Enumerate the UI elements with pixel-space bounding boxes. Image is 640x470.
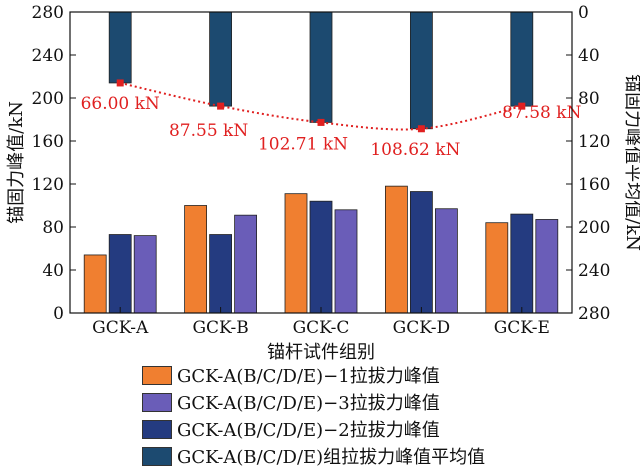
y-tick-label: 280 (32, 3, 64, 23)
y-tick-label: 120 (32, 175, 64, 195)
axes-layer: 0 40 80 120 160 200 240 280 0 40 80 120 160 200 240 280… (32, 3, 611, 338)
legend-swatch (142, 365, 172, 385)
y-right-tick-label: 200 (578, 218, 610, 238)
avg-value-label: 108.62 kN (370, 140, 460, 160)
y-tick-label: 160 (32, 132, 64, 152)
x-axis-title: 锚杆试件组别 (267, 342, 375, 363)
bar-series-2-GCK-C (334, 209, 358, 314)
y-right-tick-label: 280 (578, 304, 610, 324)
y-right-tick-label: 80 (578, 89, 600, 109)
y-tick-label: 200 (32, 89, 64, 109)
avg-point-GCK-D (417, 125, 425, 133)
bar-series-3-GCK-E (510, 213, 534, 314)
legend-swatch (142, 446, 172, 466)
legend-swatch (142, 392, 172, 412)
bar-series-2-GCK-A (133, 235, 157, 314)
bar-series-1-GCK-B (184, 205, 208, 314)
y-tick-label: 0 (53, 304, 64, 324)
legend-label: GCK-A(B/C/D/E)−1拉拔力峰值 (177, 366, 440, 387)
y-axis-right-title: 锚固力峰值平均值/kN (622, 74, 640, 251)
bar-series-1-GCK-D (384, 185, 408, 314)
average-layer: 66.00 kN 87.55 kN 102.71 kN 108.62 kN 87.58 … (81, 79, 582, 160)
bar-series-1-GCK-C (284, 193, 308, 314)
legend: GCK-A(B/C/D/E)−1拉拔力峰值 GCK-A(B/C/D/E)−3拉拔… (142, 362, 562, 470)
bar-series-3-GCK-C (309, 200, 333, 314)
avg-value-label: 102.71 kN (258, 134, 348, 154)
bar-series-2-GCK-B (234, 214, 258, 314)
avg-bar-GCK-A (108, 11, 132, 84)
bars-layer (83, 11, 559, 314)
x-tick-label: GCK-A (92, 318, 149, 338)
y-tick-label: 80 (42, 218, 64, 238)
avg-point-GCK-C (317, 118, 325, 126)
bar-series-2-GCK-D (434, 208, 458, 314)
bar-series-1-GCK-A (83, 254, 107, 314)
bar-series-1-GCK-E (485, 222, 509, 314)
legend-label: GCK-A(B/C/D/E)组拉拔力峰值平均值 (177, 447, 486, 468)
avg-bar-GCK-B (209, 11, 233, 107)
y-right-tick-label: 40 (578, 46, 600, 66)
legend-swatch (142, 419, 172, 439)
avg-bar-GCK-E (510, 11, 534, 107)
y-right-tick-label: 120 (578, 132, 610, 152)
avg-value-label: 66.00 kN (81, 94, 160, 114)
x-tick-label: GCK-D (393, 318, 450, 338)
x-tick-label: GCK-B (192, 318, 248, 338)
y-tick-label: 240 (32, 46, 64, 66)
avg-point-GCK-B (217, 102, 225, 110)
y-right-tick-label: 0 (578, 3, 589, 23)
legend-label: GCK-A(B/C/D/E)−2拉拔力峰值 (177, 420, 440, 441)
legend-item-series-2: GCK-A(B/C/D/E)−2拉拔力峰值 (142, 416, 562, 442)
x-tick-label: GCK-C (293, 318, 350, 338)
avg-point-GCK-E (518, 102, 526, 110)
y-right-tick-label: 240 (578, 261, 610, 281)
legend-item-series-3: GCK-A(B/C/D/E)−3拉拔力峰值 (142, 389, 562, 415)
y-right-tick-label: 160 (578, 175, 610, 195)
bar-series-3-GCK-D (409, 191, 433, 314)
legend-item-series-1: GCK-A(B/C/D/E)−1拉拔力峰值 (142, 362, 562, 388)
x-tick-label: GCK-E (494, 318, 550, 338)
avg-point-GCK-A (116, 79, 124, 87)
avg-bar-GCK-C (309, 11, 333, 123)
avg-bar-GCK-D (409, 11, 433, 130)
avg-value-label: 87.58 kN (502, 103, 581, 123)
y-tick-label: 40 (42, 261, 64, 281)
legend-label: GCK-A(B/C/D/E)−3拉拔力峰值 (177, 393, 440, 414)
bar-series-2-GCK-E (535, 219, 559, 314)
avg-value-label: 87.55 kN (169, 121, 248, 141)
y-axis-title: 锚固力峰值/kN (6, 101, 27, 224)
bar-series-3-GCK-A (108, 234, 132, 314)
bar-series-3-GCK-B (209, 234, 233, 314)
legend-item-average: GCK-A(B/C/D/E)组拉拔力峰值平均值 (142, 443, 562, 469)
